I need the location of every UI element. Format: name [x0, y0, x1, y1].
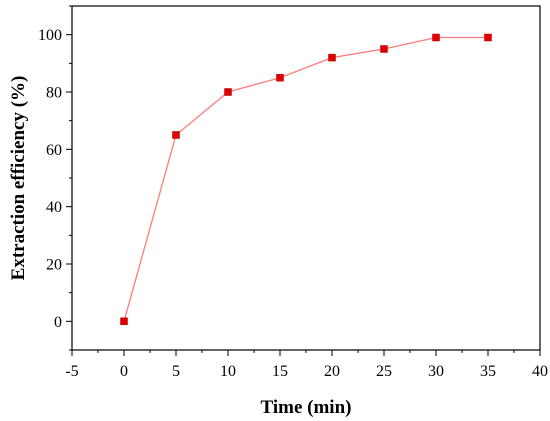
- y-tick-label: 0: [54, 314, 62, 331]
- x-tick-label: 25: [376, 363, 392, 380]
- data-point: [120, 317, 128, 326]
- y-tick-label: 60: [46, 142, 62, 159]
- x-tick-label: 40: [532, 363, 548, 380]
- x-tick-label: 20: [324, 363, 340, 380]
- y-axis-ticks: 0 20 40 60 80 100: [38, 5, 72, 351]
- data-point: [276, 73, 284, 82]
- y-tick-label: 40: [46, 199, 62, 216]
- data-point: [224, 88, 232, 96]
- x-tick-label: 15: [272, 363, 288, 380]
- series-layer: [120, 33, 492, 326]
- x-axis-ticks: -5 0 5 10 15 20 25 30 35 40: [65, 350, 548, 380]
- x-axis-title: Time (min): [261, 397, 352, 418]
- plot-frame: [71, 5, 541, 351]
- x-tick-label: 30: [428, 363, 444, 380]
- x-tick-label: 5: [172, 363, 180, 380]
- data-point: [432, 33, 440, 42]
- y-tick-label: 100: [38, 27, 62, 44]
- x-tick-label: 10: [220, 363, 236, 380]
- data-point: [328, 53, 336, 62]
- data-point: [172, 131, 180, 139]
- x-tick-label: -5: [65, 363, 78, 380]
- series-line: [123, 36, 488, 322]
- x-tick-label: 35: [480, 363, 496, 380]
- y-tick-label: 80: [46, 85, 62, 102]
- y-axis-title: Extraction efficiency (%): [8, 76, 29, 281]
- plot-border: [71, 5, 541, 351]
- data-point: [484, 33, 492, 42]
- data-point: [380, 45, 388, 53]
- y-tick-label: 20: [46, 257, 62, 274]
- x-tick-label: 0: [120, 363, 128, 380]
